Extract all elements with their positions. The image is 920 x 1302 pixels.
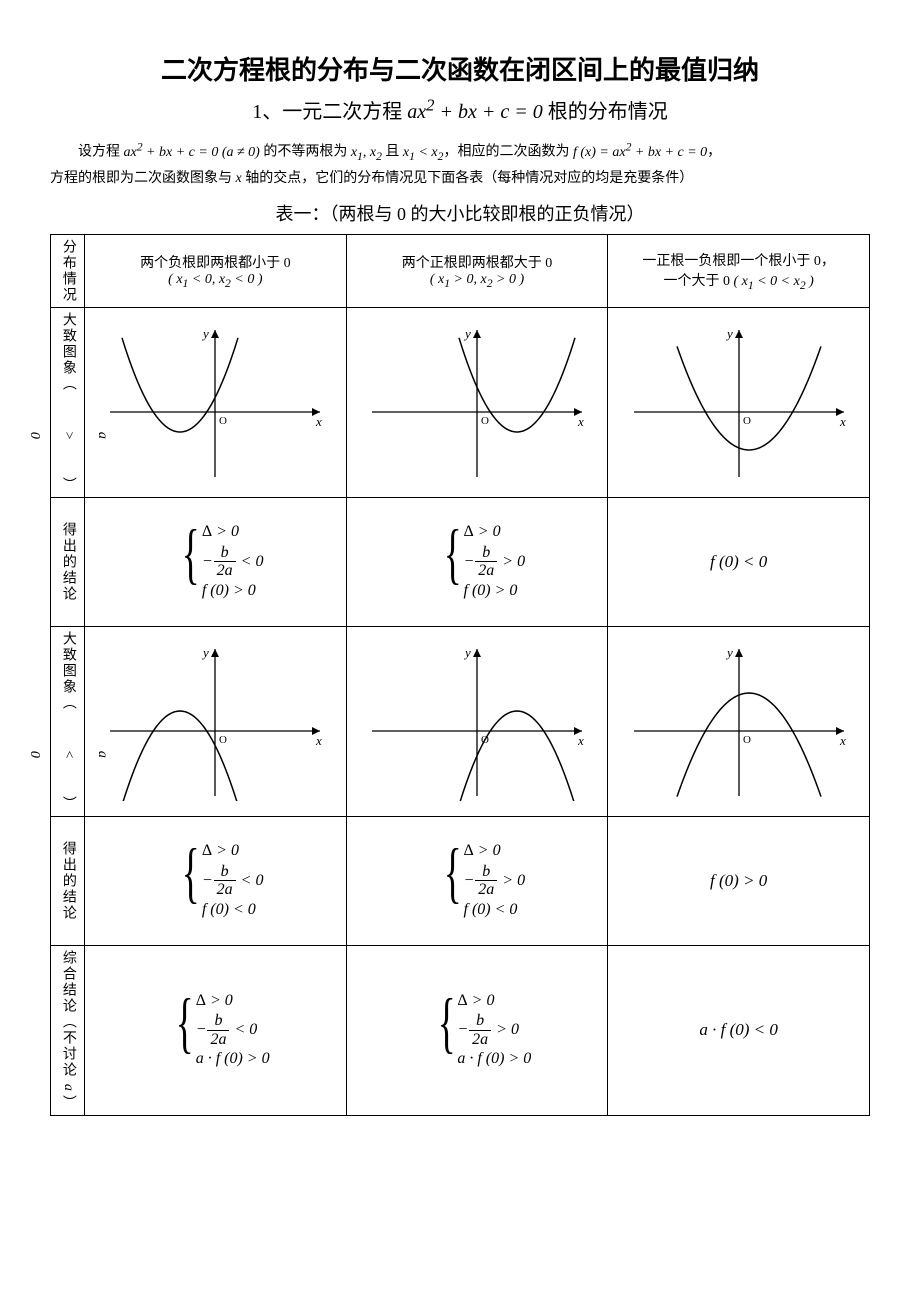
conc-aneg-c2-l3: f (0) < 0 (464, 899, 526, 921)
svg-text:x: x (577, 414, 584, 429)
svg-text:y: y (725, 645, 733, 660)
svg-text:y: y (725, 326, 733, 341)
rh-aneg-pre: 大致图象（ (61, 631, 76, 711)
row-header-conc-aneg: 得出的结论 (51, 816, 85, 945)
conc-apos-c2-l2: −b2a > 0 (464, 544, 526, 580)
conc-apos-c3-expr: f (0) < 0 (710, 552, 767, 571)
svg-text:O: O (219, 734, 227, 746)
graph-aneg-c1: x y O (85, 626, 347, 816)
row-header-graph-apos: 大致图象（a > 0） (51, 307, 85, 497)
conc-comb-c1-l2: −b2a < 0 (196, 1012, 270, 1048)
svg-text:y: y (201, 326, 209, 341)
svg-text:O: O (743, 734, 751, 746)
table-caption: 表一：（两根与 0 的大小比较即根的正负情况） (50, 200, 870, 226)
conc-aneg-c2: { Δ > 0 −b2a > 0 f (0) < 0 (346, 816, 608, 945)
conc-comb-c1-l3: a · f (0) > 0 (196, 1048, 270, 1070)
col3-header-line2-pre: 一个大于 0 (663, 274, 730, 289)
row-header-dist: 分布情况 (51, 234, 85, 307)
svg-text:O: O (743, 415, 751, 427)
svg-text:x: x (839, 733, 846, 748)
svg-text:y: y (463, 645, 471, 660)
graph-apos-c1: x y O (85, 307, 347, 497)
subtitle-pre: 一元二次方程 (282, 101, 402, 123)
row-header-graph-aneg: 大致图象（a < 0） (51, 626, 85, 816)
svg-text:O: O (481, 415, 489, 427)
conc-comb-c3-expr: a · f (0) < 0 (699, 1020, 778, 1039)
distribution-table: 分布情况 两个负根即两根都小于 0 ( x1 < 0, x2 < 0 ) 两个正… (50, 234, 870, 1116)
conc-comb-c2-l3: a · f (0) > 0 (457, 1048, 531, 1070)
conc-aneg-c2-l2: −b2a > 0 (464, 863, 526, 899)
rh-comb-pre: 综合结论（不讨论 (61, 950, 76, 1078)
svg-text:x: x (315, 733, 322, 748)
col2-header-line1: 两个正根即两根都大于 0 (351, 252, 604, 272)
conc-apos-c1: { Δ > 0 −b2a < 0 f (0) > 0 (85, 497, 347, 626)
col3-header-line2: 一个大于 0 ( x1 < 0 < x2 ) (612, 270, 865, 292)
conc-apos-c3: f (0) < 0 (608, 497, 870, 626)
conc-aneg-c3-expr: f (0) > 0 (710, 871, 767, 890)
svg-text:x: x (315, 414, 322, 429)
graph-aneg-c3: x y O (608, 626, 870, 816)
graph-apos-c3: x y O (608, 307, 870, 497)
section-subtitle: 1、一元二次方程 ax2 + bx + c = 0 根的分布情况 (50, 95, 870, 124)
conc-apos-c1-l2: −b2a < 0 (202, 544, 264, 580)
rh-apos-cond: a > 0 (25, 426, 110, 443)
subtitle-equation: ax2 + bx + c = 0 (407, 101, 543, 123)
conc-aneg-c1-l1: Δ > 0 (202, 840, 264, 862)
rh-comb-post: ） (61, 1095, 76, 1111)
svg-text:x: x (577, 733, 584, 748)
conc-comb-c2: { Δ > 0 −b2a > 0 a · f (0) > 0 (346, 945, 608, 1115)
conc-apos-c1-l3: f (0) > 0 (202, 580, 264, 602)
main-title: 二次方程根的分布与二次函数在闭区间上的最值归纳 (50, 50, 870, 87)
conc-apos-c2-l1: Δ > 0 (464, 521, 526, 543)
conc-aneg-c2-l1: Δ > 0 (464, 840, 526, 862)
rh-comb-var: a (59, 1078, 76, 1095)
col1-header: 两个负根即两根都小于 0 ( x1 < 0, x2 < 0 ) (85, 234, 347, 307)
row-header-conc-apos: 得出的结论 (51, 497, 85, 626)
col2-header: 两个正根即两根都大于 0 ( x1 > 0, x2 > 0 ) (346, 234, 608, 307)
col1-header-line2: ( x1 < 0, x2 < 0 ) (89, 272, 342, 290)
subtitle-post: 根的分布情况 (548, 101, 668, 123)
col1-header-line1: 两个负根即两根都小于 0 (89, 252, 342, 272)
section-number: 1、 (252, 101, 282, 123)
conc-apos-c2: { Δ > 0 −b2a > 0 f (0) > 0 (346, 497, 608, 626)
conc-aneg-c3: f (0) > 0 (608, 816, 870, 945)
conc-comb-c1-l1: Δ > 0 (196, 990, 270, 1012)
rh-apos-pre: 大致图象（ (61, 312, 76, 392)
intro-paragraph: 设方程 ax2 + bx + c = 0 (a ≠ 0) 的不等两根为 x1, … (50, 136, 870, 192)
conc-aneg-c1-l2: −b2a < 0 (202, 863, 264, 899)
graph-aneg-c2: xyO (346, 626, 608, 816)
svg-text:O: O (219, 415, 227, 427)
graph-apos-c2: x y O (346, 307, 608, 497)
conc-apos-c1-l1: Δ > 0 (202, 521, 264, 543)
row-header-combined: 综合结论（不讨论a） (51, 945, 85, 1115)
col3-header: 一正根一负根即一个根小于 0， 一个大于 0 ( x1 < 0 < x2 ) (608, 234, 870, 307)
conc-comb-c2-l2: −b2a > 0 (457, 1012, 531, 1048)
col2-header-line2: ( x1 > 0, x2 > 0 ) (351, 272, 604, 290)
conc-comb-c3: a · f (0) < 0 (608, 945, 870, 1115)
svg-text:y: y (463, 326, 471, 341)
rh-aneg-post: ） (61, 796, 76, 812)
conc-aneg-c1: { Δ > 0 −b2a < 0 f (0) < 0 (85, 816, 347, 945)
conc-apos-c2-l3: f (0) > 0 (464, 580, 526, 602)
rh-apos-post: ） (61, 477, 76, 493)
svg-text:y: y (201, 645, 209, 660)
conc-comb-c1: { Δ > 0 −b2a < 0 a · f (0) > 0 (85, 945, 347, 1115)
col3-header-line1: 一正根一负根即一个根小于 0， (612, 250, 865, 270)
conc-comb-c2-l1: Δ > 0 (457, 990, 531, 1012)
conc-aneg-c1-l3: f (0) < 0 (202, 899, 264, 921)
rh-aneg-cond: a < 0 (25, 745, 110, 762)
svg-text:x: x (839, 414, 846, 429)
